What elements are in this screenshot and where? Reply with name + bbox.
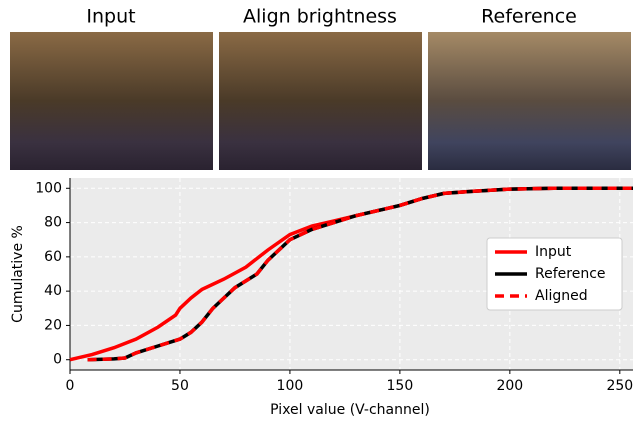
panel-title: Align brightness — [243, 6, 397, 28]
series-line — [87, 186, 633, 362]
aligned-image — [219, 32, 422, 170]
legend-box — [486, 237, 623, 311]
legend-label: Reference — [535, 266, 606, 282]
x-tick-label: 200 — [496, 378, 523, 394]
panel-title: Input — [86, 6, 135, 28]
x-tick-label: 250 — [606, 378, 633, 394]
y-tick-label: 60 — [44, 249, 62, 265]
input-image — [10, 32, 213, 170]
reference-image — [428, 32, 631, 170]
y-tick-label: 0 — [53, 352, 62, 368]
x-tick-label: 0 — [66, 378, 75, 394]
y-tick-label: 20 — [44, 317, 62, 333]
x-axis-label: Pixel value (V-channel) — [270, 402, 430, 418]
legend-label: Input — [535, 244, 572, 260]
y-tick-label: 100 — [35, 180, 62, 196]
y-tick-label: 80 — [44, 215, 62, 231]
x-tick-label: 100 — [277, 378, 304, 394]
x-tick-label: 50 — [171, 378, 189, 394]
y-tick-label: 40 — [44, 283, 62, 299]
legend-label: Aligned — [535, 288, 588, 304]
panel-title: Reference — [481, 6, 577, 28]
y-axis-label: Cumulative % — [10, 225, 26, 323]
x-tick-label: 150 — [387, 378, 414, 394]
